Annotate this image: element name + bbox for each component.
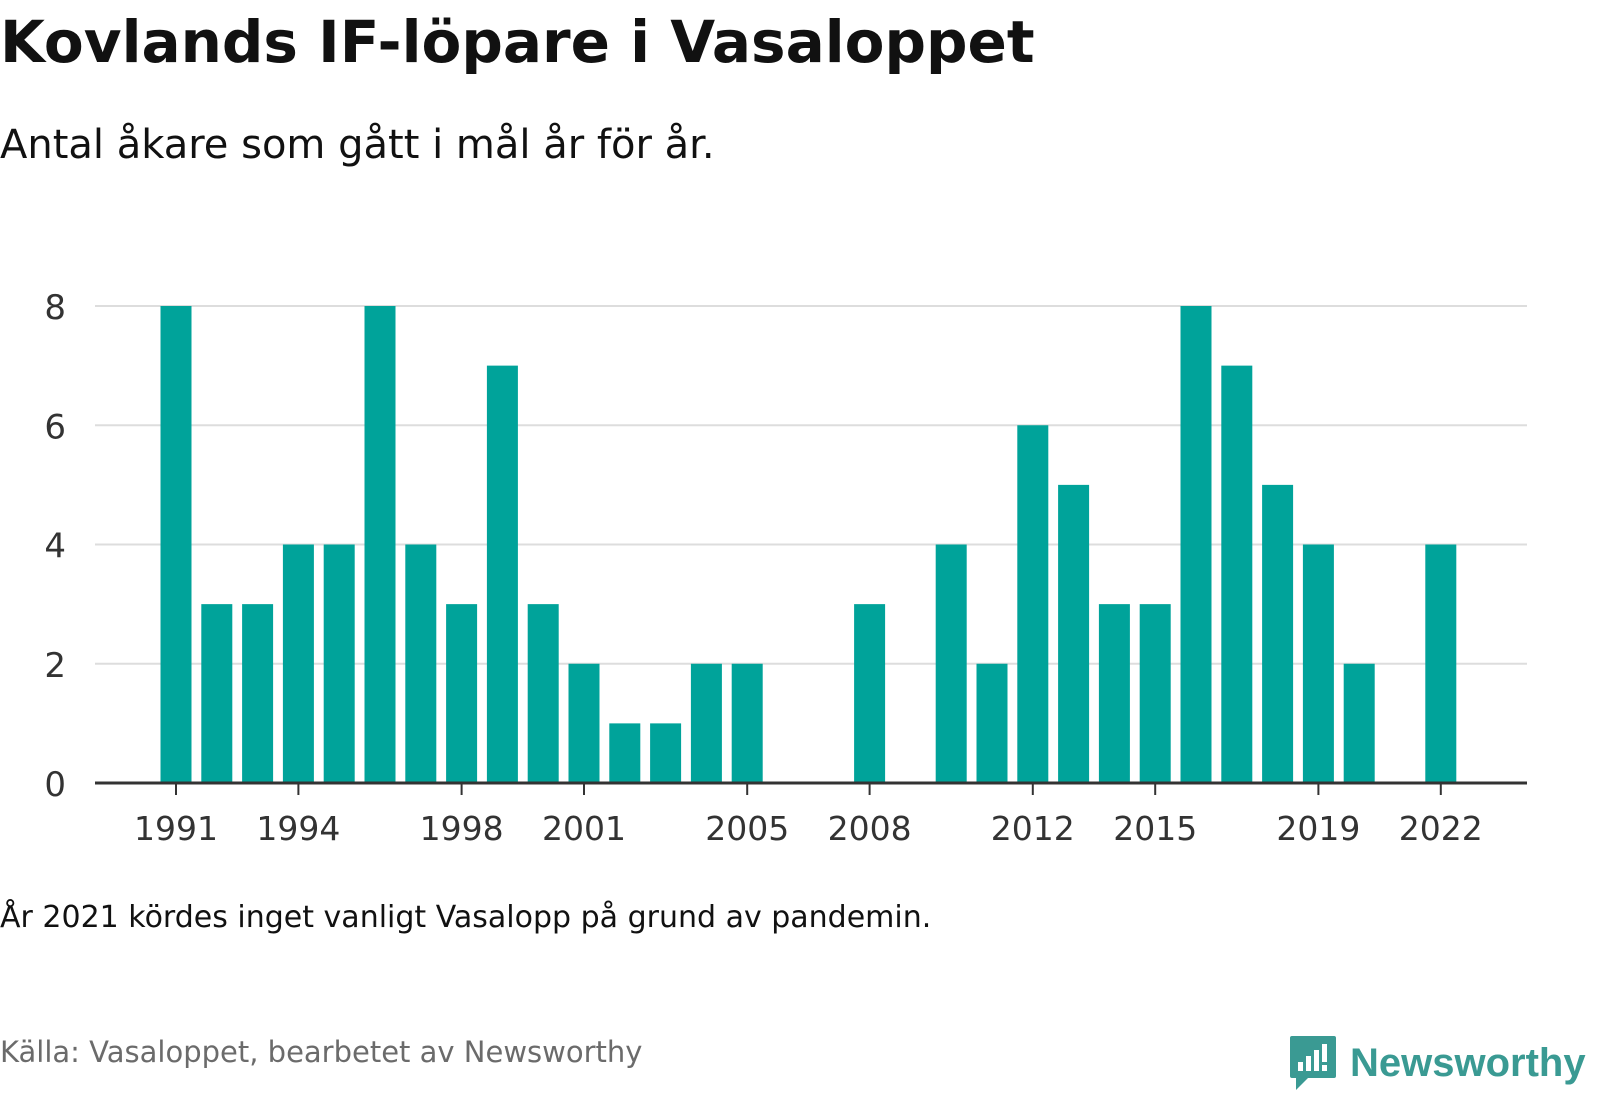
bar-1997 (405, 544, 437, 783)
chart-subtitle: Antal åkare som gått i mål år för år. (0, 122, 715, 168)
bar-2022 (1425, 544, 1457, 783)
bar-2018 (1262, 484, 1294, 783)
bar-2003 (650, 723, 682, 783)
x-axis-ticks: 1991 1994 1998 2001 2005 2008 2012 2015 2019 2022 (134, 783, 1483, 848)
newsworthy-logo: Newsworthy (1288, 1034, 1586, 1092)
bar-1991 (160, 306, 192, 783)
bar-2012 (1017, 425, 1049, 783)
bar-2002 (609, 723, 641, 783)
y-tick-label: 2 (44, 646, 66, 686)
x-tick-label: 1998 (420, 809, 504, 848)
bar-1994 (282, 544, 314, 783)
y-tick-label: 6 (44, 407, 66, 447)
brand-name: Newsworthy (1350, 1040, 1586, 1085)
chart-title: Kovlands IF-löpare i Vasaloppet (0, 8, 1035, 76)
y-tick-label: 0 (44, 765, 66, 805)
bar-2020 (1343, 663, 1375, 783)
bar-2011 (976, 663, 1008, 783)
bar-2005 (731, 663, 763, 783)
x-tick-label: 2022 (1399, 809, 1483, 848)
bar-2019 (1302, 544, 1334, 783)
x-tick-label: 2005 (705, 809, 789, 848)
x-tick-label: 2012 (991, 809, 1075, 848)
bars (160, 306, 1457, 783)
bar-chart: 0 2 4 6 8 1991 1994 1998 2001 2005 2008 2012 2015 20… (44, 288, 1527, 848)
bar-2014 (1098, 604, 1130, 783)
x-tick-label: 1991 (134, 809, 218, 848)
y-tick-label: 8 (44, 288, 66, 328)
bar-2001 (568, 663, 600, 783)
x-tick-label: 2008 (828, 809, 912, 848)
bar-1996 (364, 306, 396, 783)
bar-2008 (854, 604, 886, 783)
y-axis-ticks: 0 2 4 6 8 (44, 288, 66, 805)
bar-1993 (242, 604, 274, 783)
y-tick-label: 4 (44, 527, 66, 567)
x-tick-label: 2019 (1276, 809, 1360, 848)
x-tick-label: 2001 (542, 809, 626, 848)
bar-1999 (486, 365, 518, 783)
bar-chart-speech-icon (1290, 1036, 1336, 1090)
bar-2016 (1180, 306, 1212, 783)
x-tick-label: 1994 (256, 809, 340, 848)
bar-2000 (527, 604, 559, 783)
bar-2010 (935, 544, 967, 783)
bar-2013 (1058, 484, 1090, 783)
source-text: Källa: Vasaloppet, bearbetet av Newswort… (0, 1035, 643, 1069)
chart-note: År 2021 kördes inget vanligt Vasalopp på… (0, 900, 932, 935)
bar-2015 (1139, 604, 1171, 783)
bar-1995 (323, 544, 355, 783)
x-tick-label: 2015 (1113, 809, 1197, 848)
bar-1992 (201, 604, 233, 783)
bar-2017 (1221, 365, 1253, 783)
bar-2004 (690, 663, 722, 783)
bar-1998 (446, 604, 478, 783)
